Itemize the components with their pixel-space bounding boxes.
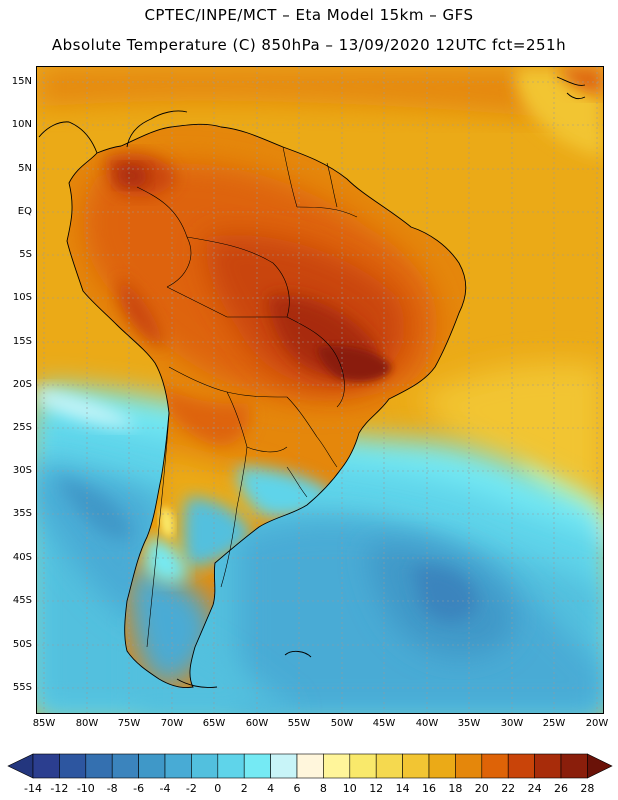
colorbar-cell (138, 753, 166, 779)
latitude-label: 15S (12, 336, 32, 347)
colorbar-label: 18 (448, 782, 463, 795)
falklands (284, 650, 312, 658)
colorbar-cell (270, 753, 298, 779)
central-america-coast (38, 121, 98, 154)
tierra-del-fuego (176, 678, 218, 688)
longitude-label: 40W (415, 718, 439, 729)
colorbar-label: 24 (527, 782, 542, 795)
longitude-label: 65W (202, 718, 226, 729)
colorbar-cell (455, 753, 483, 779)
colorbar-label: 16 (422, 782, 436, 795)
colorbar-cell (111, 753, 139, 779)
colorbar-cell (164, 753, 192, 779)
colorbar-label: 12 (369, 782, 384, 795)
colorbar-label: 8 (319, 782, 327, 795)
longitude-label: 70W (160, 718, 184, 729)
colorbar-label: 10 (342, 782, 357, 795)
colorbar-cell (323, 753, 351, 779)
colorbar-over-arrow (587, 753, 613, 779)
longitude-label: 75W (117, 718, 141, 729)
colorbar-label: 20 (474, 782, 489, 795)
chart-title-line2: Absolute Temperature (C) 850hPa – 13/09/… (51, 36, 567, 54)
longitude-label: 80W (75, 718, 99, 729)
colorbar-cell (59, 753, 87, 779)
latitude-label: 50S (12, 639, 32, 650)
colorbar-under-arrow (7, 753, 34, 779)
latitude-label: 15N (11, 76, 32, 87)
caribbean-islands (556, 76, 586, 100)
colorbar-label: 22 (501, 782, 516, 795)
country-borders (136, 146, 358, 648)
colorbar-label: 4 (267, 782, 275, 795)
colorbar-label: 26 (554, 782, 568, 795)
colorbar-cell (32, 753, 60, 779)
colorbar-label: -4 (159, 782, 171, 795)
colorbar-label: 28 (580, 782, 595, 795)
temperature-map (37, 67, 603, 713)
latitude-label: 25S (12, 422, 32, 433)
colorbar-cell (560, 753, 588, 779)
longitude-label: 45W (372, 718, 396, 729)
colorbar-cell (428, 753, 456, 779)
latitude-label: 5S (19, 249, 32, 260)
longitude-label: 25W (542, 718, 566, 729)
longitude-label: 20W (585, 718, 609, 729)
latitude-label: 5N (18, 163, 32, 174)
latitude-label: 40S (12, 552, 32, 563)
longitude-label: 85W (32, 718, 56, 729)
colorbar-cell (507, 753, 535, 779)
latitude-label: EQ (17, 206, 32, 217)
colorbar (7, 753, 613, 779)
colorbar-cell (296, 753, 324, 779)
colorbar-cell (243, 753, 271, 779)
colorbar-cell (375, 753, 403, 779)
map-gridlines (37, 67, 603, 713)
latitude-label: 10S (12, 292, 32, 303)
longitude-label: 30W (500, 718, 524, 729)
colorbar-cell (217, 753, 245, 779)
colorbar-label: -10 (76, 782, 95, 795)
coastlines (38, 76, 586, 689)
colorbar-label: 0 (214, 782, 222, 795)
colorbar-cell (402, 753, 430, 779)
latitude-label: 20S (12, 379, 32, 390)
longitude-label: 35W (457, 718, 481, 729)
colorbar-cell (191, 753, 219, 779)
caribbean-coast (126, 110, 188, 148)
longitude-label: 55W (287, 718, 311, 729)
colorbar-label: -8 (106, 782, 118, 795)
latitude-label: 30S (12, 465, 32, 476)
latitude-label: 35S (12, 508, 32, 519)
colorbar-label: 2 (240, 782, 248, 795)
colorbar-cell (481, 753, 509, 779)
colorbar-label: 14 (395, 782, 410, 795)
colorbar-label: -12 (50, 782, 69, 795)
colorbar-label: -6 (133, 782, 145, 795)
longitude-label: 60W (245, 718, 269, 729)
colorbar-cell (349, 753, 377, 779)
latitude-label: 45S (12, 595, 32, 606)
colorbar-cell (534, 753, 562, 779)
colorbar-label: 6 (293, 782, 301, 795)
latitude-label: 55S (12, 682, 32, 693)
latitude-label: 10N (11, 119, 32, 130)
colorbar-label: -14 (24, 782, 42, 795)
map-panel (36, 66, 604, 714)
longitude-label: 50W (330, 718, 354, 729)
chart-title-line1: CPTEC/INPE/MCT – Eta Model 15km – GFS (144, 6, 474, 24)
colorbar-label: -2 (185, 782, 197, 795)
colorbar-cell (85, 753, 113, 779)
